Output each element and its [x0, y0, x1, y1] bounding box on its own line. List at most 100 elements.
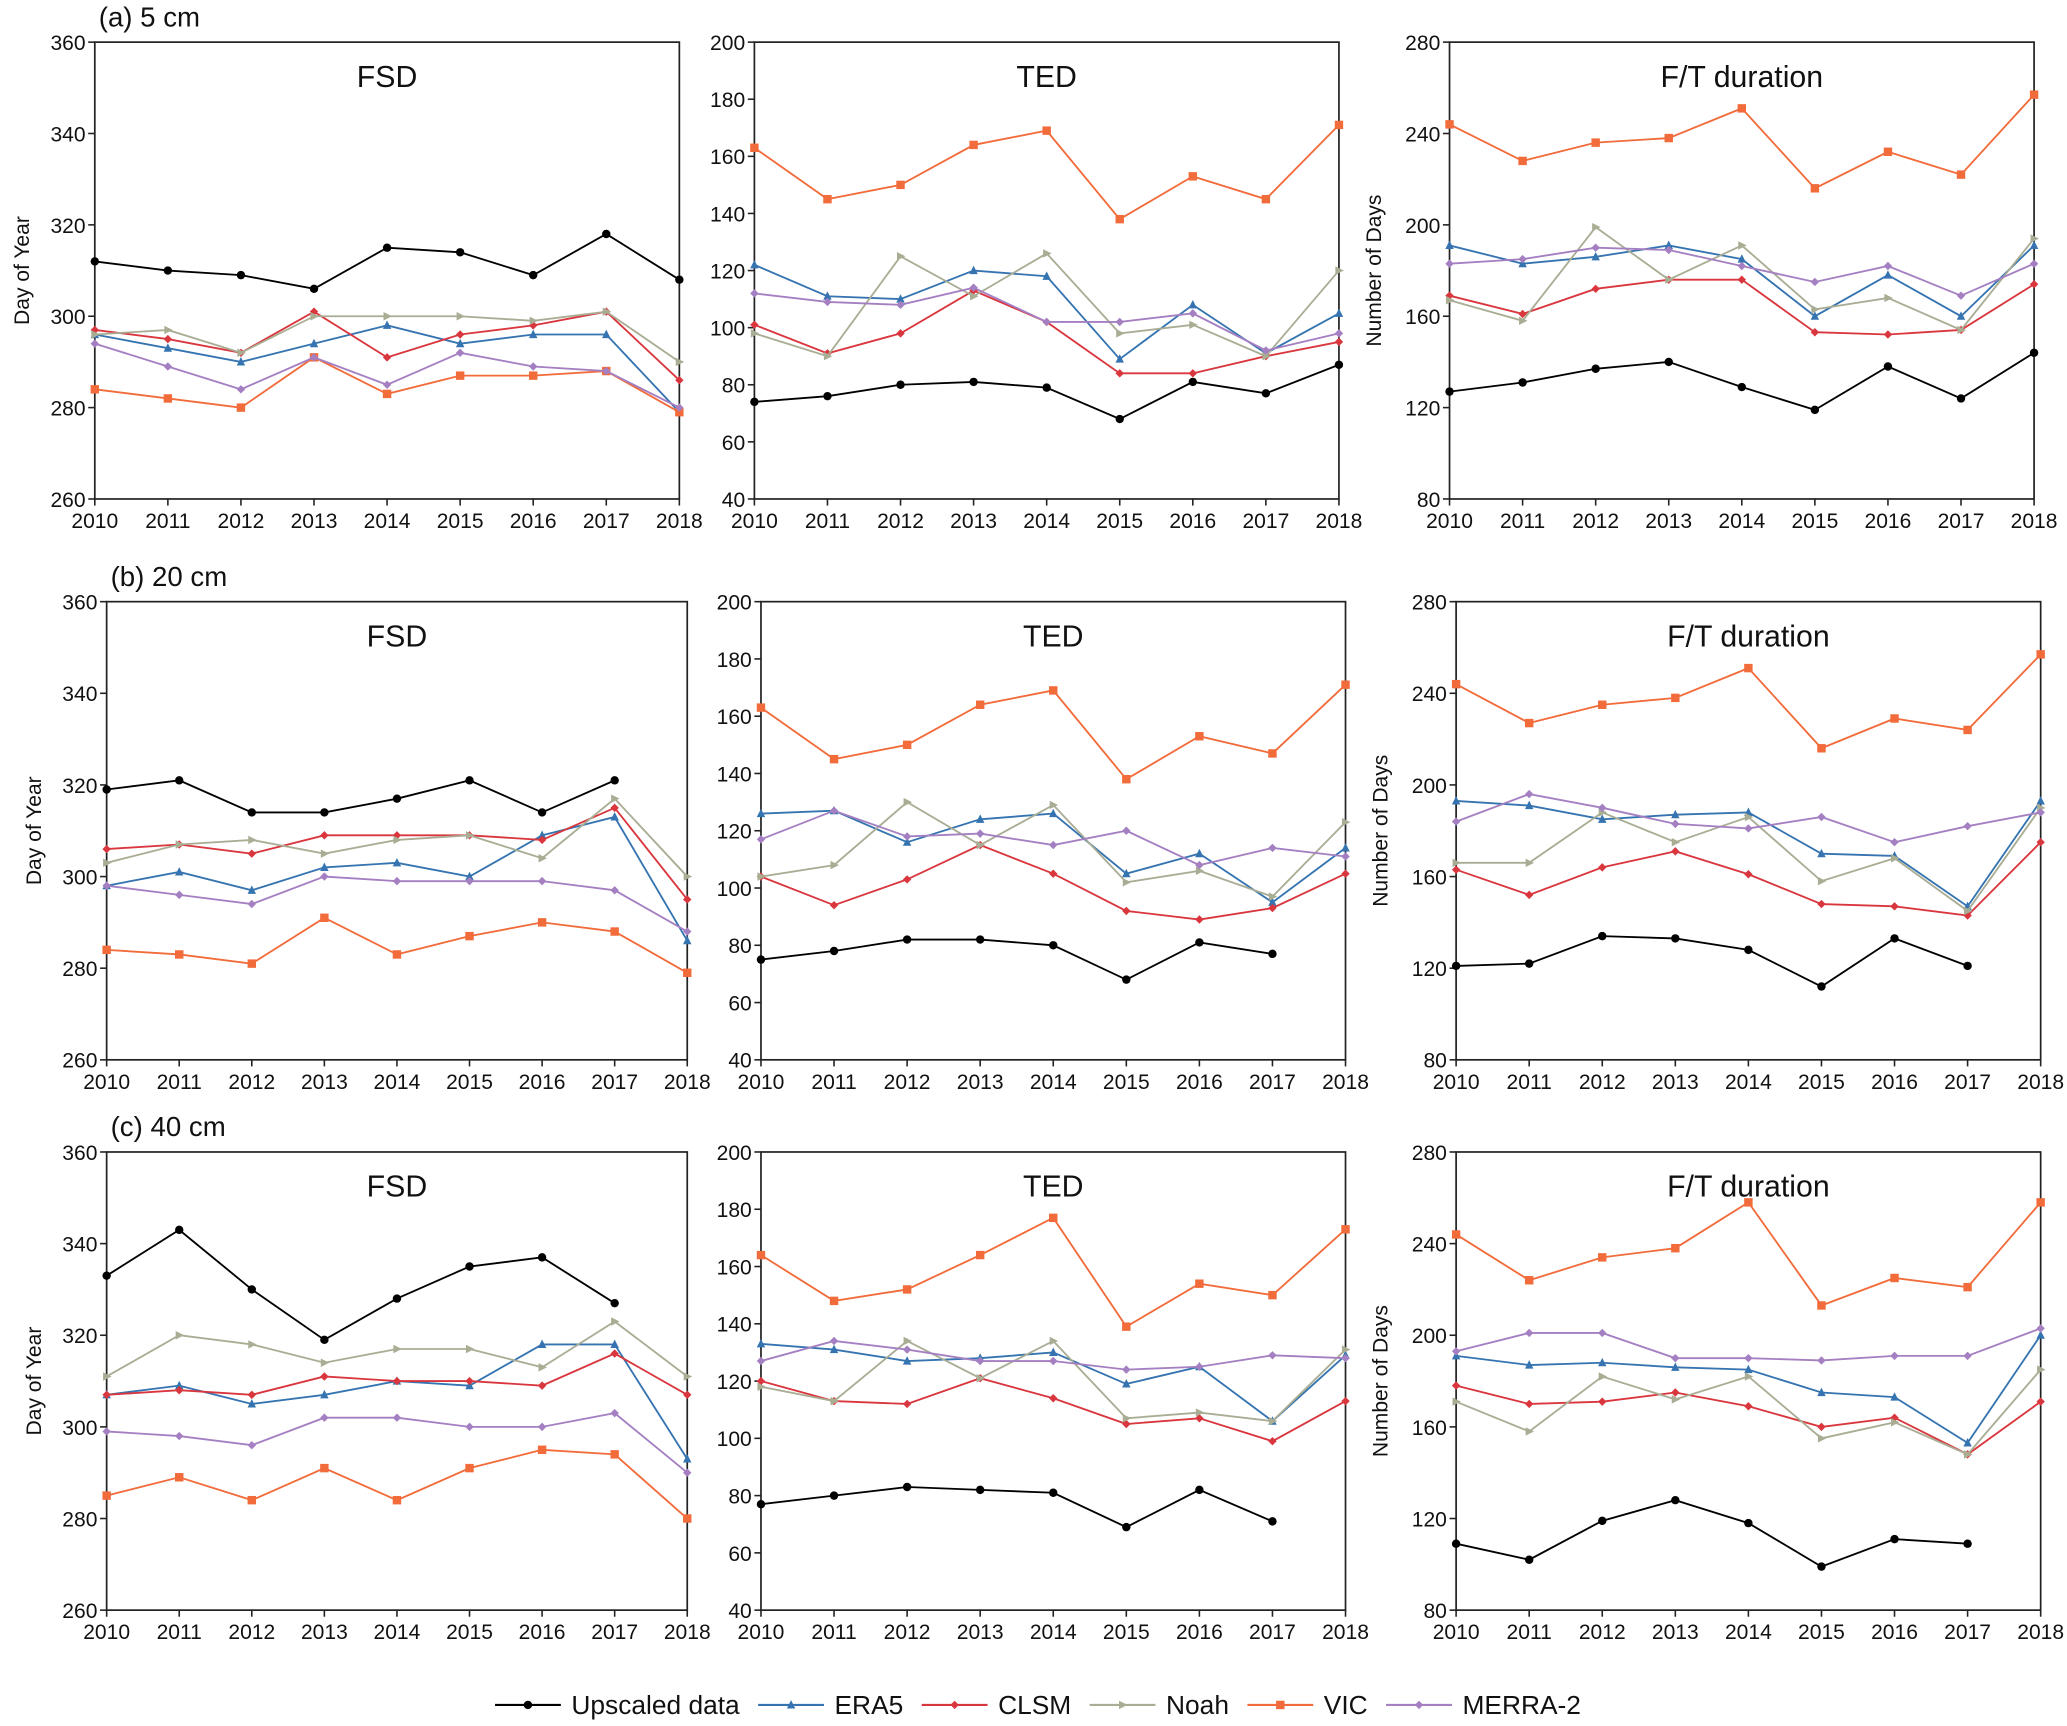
y-tick-label: 200	[710, 32, 745, 55]
point	[1049, 808, 1058, 818]
x-tick-label: 2015	[446, 1621, 493, 1644]
point	[1890, 1392, 1899, 1401]
point	[1524, 789, 1534, 799]
point	[969, 140, 978, 150]
series-line	[1456, 935, 1968, 988]
point	[455, 330, 465, 339]
x-tick-label: 2013	[291, 510, 338, 533]
plot-frame	[105, 600, 689, 1061]
point	[1671, 934, 1680, 943]
series-line	[1455, 1201, 2042, 1307]
series-line	[754, 252, 1340, 358]
point	[1268, 897, 1277, 906]
x-tick-label: 2018	[1322, 1621, 1369, 1644]
point	[1445, 296, 1455, 305]
x-tick-label: 2016	[1176, 1071, 1223, 1094]
y-tick-label: 280	[62, 1508, 97, 1531]
x-tick-label: 2013	[1652, 1071, 1699, 1094]
y-tick-label: 60	[728, 992, 751, 1015]
y-tick-label: 40	[728, 1600, 751, 1623]
point	[309, 338, 319, 348]
point	[455, 348, 465, 357]
point	[1341, 1396, 1350, 1406]
point	[247, 1440, 257, 1450]
point	[1737, 104, 1747, 113]
point	[1261, 346, 1271, 355]
point	[1518, 309, 1527, 319]
point	[163, 334, 173, 344]
point	[392, 876, 402, 886]
x-tick-label: 2013	[957, 1621, 1004, 1644]
point	[1817, 1387, 1826, 1397]
point	[1883, 330, 1893, 339]
point	[465, 931, 474, 941]
x-tick-label: 2018	[656, 510, 703, 533]
y-tick-label: 200	[1412, 1325, 1447, 1348]
point	[975, 814, 985, 823]
point	[1115, 414, 1124, 424]
y-tick-label: 100	[710, 318, 745, 341]
point	[2029, 280, 2039, 289]
series-line	[760, 1216, 1347, 1328]
point	[1049, 1213, 1058, 1223]
point	[1049, 1394, 1058, 1403]
point	[393, 1344, 402, 1354]
point	[1188, 309, 1198, 318]
y-tick-label: 140	[710, 203, 745, 226]
point	[1744, 1372, 1754, 1381]
point	[1524, 800, 1534, 810]
point	[103, 1372, 112, 1381]
point	[1665, 275, 1674, 284]
y-tick-label: 40	[722, 489, 745, 512]
x-tick-label: 2012	[218, 510, 265, 533]
point	[756, 835, 766, 844]
x-tick-label: 2016	[1169, 510, 1216, 533]
y-tick-label: 180	[710, 89, 745, 112]
point	[756, 1356, 766, 1366]
panel-title: TED	[1016, 61, 1077, 94]
point	[1744, 1198, 1753, 1207]
point	[392, 1376, 402, 1386]
point	[896, 300, 905, 310]
point	[1956, 311, 1966, 320]
point	[310, 312, 319, 321]
point	[1817, 1356, 1826, 1365]
point	[1524, 959, 1534, 968]
point	[393, 835, 402, 845]
x-tick-label: 2017	[1249, 1621, 1296, 1644]
y-tick-label: 140	[717, 763, 752, 786]
point	[602, 229, 611, 239]
point	[1334, 337, 1344, 347]
point	[1817, 1434, 1827, 1443]
point	[1049, 1488, 1058, 1497]
point	[756, 955, 766, 964]
point	[1957, 325, 1966, 335]
x-tick-label: 2016	[519, 1621, 566, 1644]
point	[675, 403, 684, 412]
x-tick-label: 2018	[2017, 1071, 2064, 1094]
point	[247, 808, 257, 817]
point	[829, 754, 839, 764]
point	[683, 1390, 692, 1400]
y-tick-label: 340	[50, 123, 85, 146]
point	[902, 1356, 912, 1365]
x-tick-label: 2016	[1871, 1071, 1918, 1094]
x-tick-label: 2016	[1865, 510, 1912, 533]
point	[1122, 774, 1131, 784]
point	[537, 830, 547, 839]
point	[320, 862, 329, 871]
point	[1664, 133, 1673, 143]
point	[1042, 126, 1051, 135]
point	[1591, 138, 1600, 147]
x-tick-label: 2018	[1322, 1071, 1369, 1094]
point	[1738, 241, 1747, 250]
point	[1334, 308, 1344, 317]
series-line	[760, 1486, 1273, 1529]
point	[683, 927, 692, 936]
point	[2036, 1397, 2045, 1406]
point	[1737, 261, 1747, 271]
point	[756, 1499, 766, 1509]
point	[1445, 291, 1454, 300]
point	[163, 362, 173, 371]
x-tick-label: 2014	[1030, 1071, 1077, 1094]
